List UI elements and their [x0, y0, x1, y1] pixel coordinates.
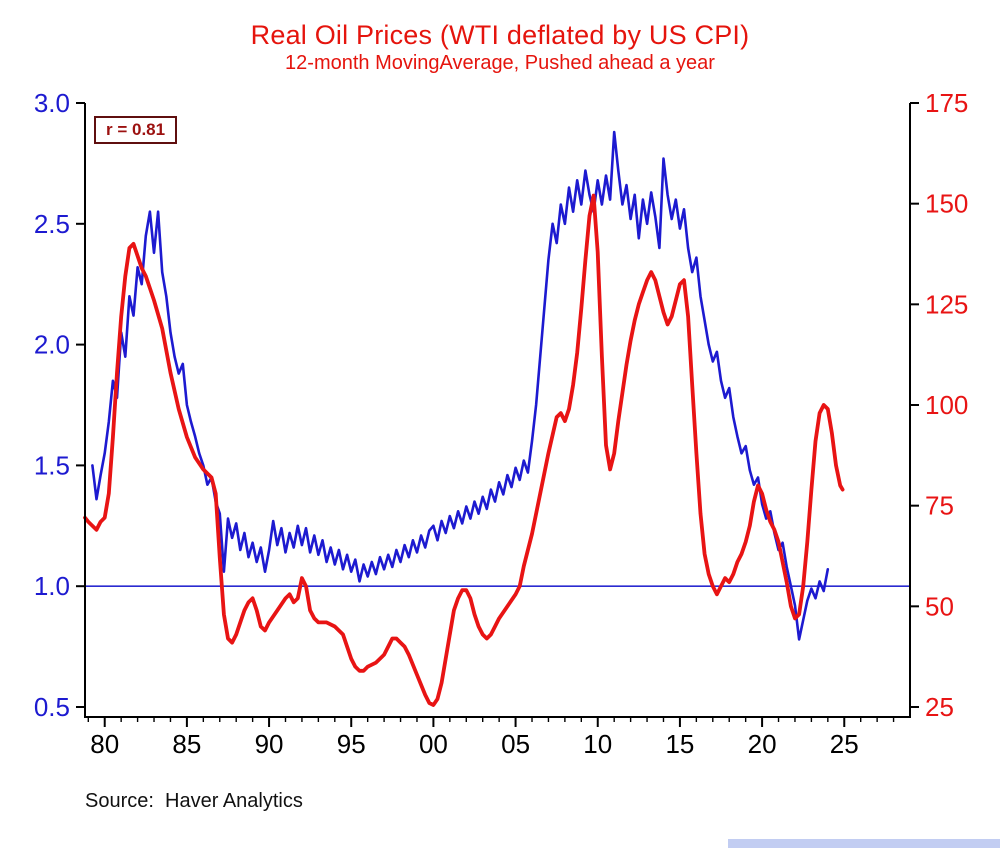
x-axis-tick-label: 25 — [830, 729, 859, 759]
correlation-annotation: r = 0.81 — [94, 116, 178, 144]
source-note: Source: Haver Analytics — [85, 790, 303, 812]
left-axis-tick-label: 0.5 — [34, 692, 70, 722]
chart-title: Real Oil Prices (WTI deflated by US CPI) — [250, 20, 750, 50]
left-axis-tick-label: 1.5 — [34, 450, 70, 480]
window-edge-artifact — [728, 839, 1000, 848]
x-axis-tick-label: 80 — [90, 729, 119, 759]
x-axis-tick-label: 10 — [583, 729, 612, 759]
x-axis-tick-label: 95 — [337, 729, 366, 759]
left-axis-tick-label: 2.0 — [34, 330, 70, 360]
left-axis-tick-label: 3.0 — [34, 88, 70, 118]
x-axis-tick-label: 15 — [665, 729, 694, 759]
left-axis-tick-label: 2.5 — [34, 209, 70, 239]
x-axis-tick-label: 20 — [748, 729, 777, 759]
right-axis-tick-label: 100 — [925, 390, 968, 420]
x-axis-tick-label: 00 — [419, 729, 448, 759]
right-axis-tick-label: 125 — [925, 289, 968, 319]
right-axis-tick-label: 50 — [925, 591, 954, 621]
right-axis-tick-label: 75 — [925, 491, 954, 521]
right-axis-tick-label: 150 — [925, 189, 968, 219]
chart-subtitle: 12-month MovingAverage, Pushed ahead a y… — [285, 52, 715, 74]
x-axis-tick-label: 90 — [255, 729, 284, 759]
x-axis-tick-label: 85 — [172, 729, 201, 759]
series-real-oil-price — [83, 193, 845, 707]
x-axis-tick-label: 05 — [501, 729, 530, 759]
series-wti-cpi-ratio — [91, 130, 830, 641]
left-axis-tick-label: 1.0 — [34, 571, 70, 601]
right-axis-tick-label: 25 — [925, 692, 954, 722]
right-axis-tick-label: 175 — [925, 88, 968, 118]
